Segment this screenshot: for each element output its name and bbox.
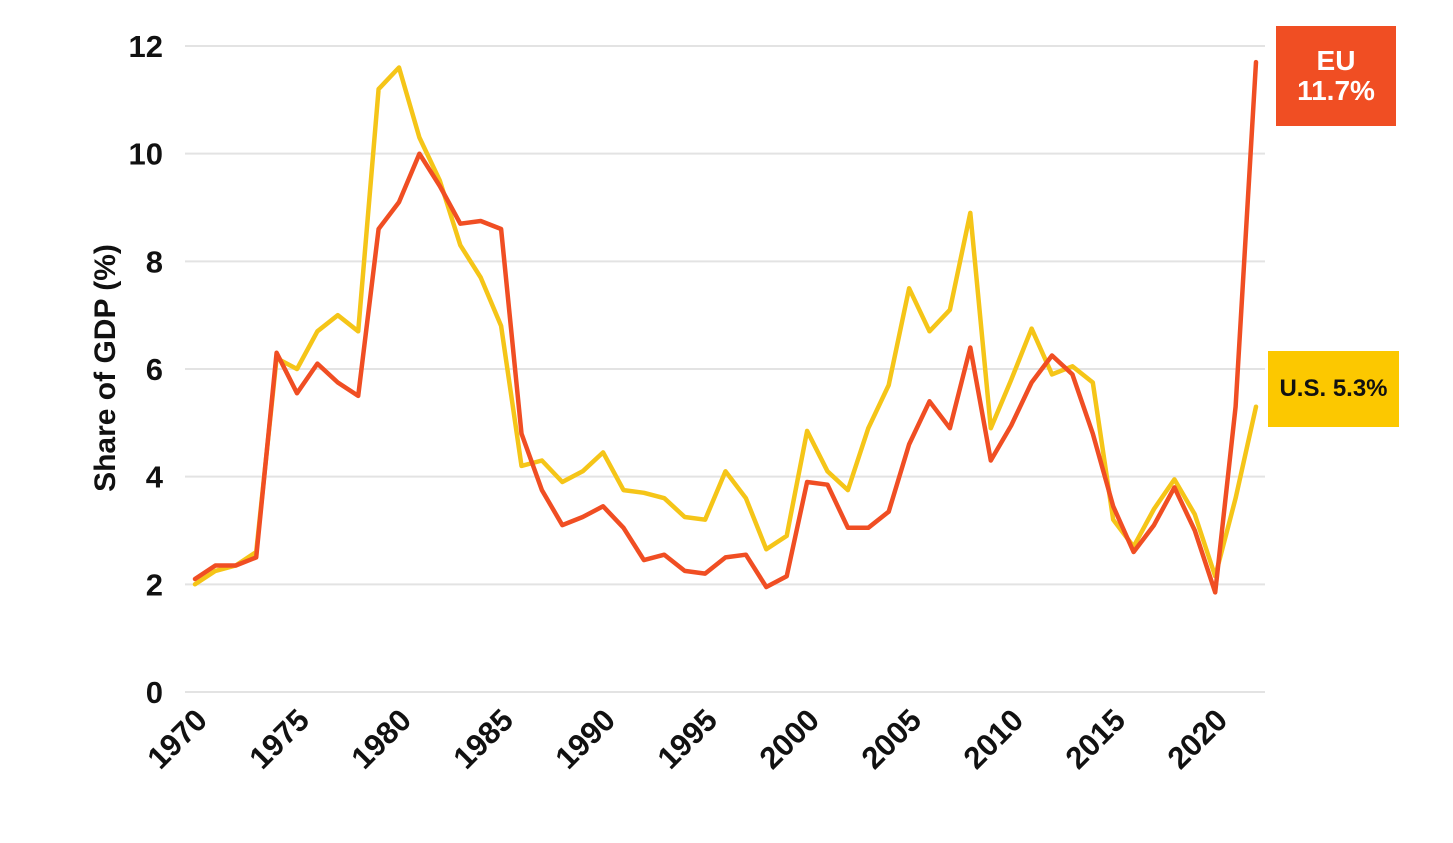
eu-label-value: 11.7% [1297, 75, 1375, 106]
x-tick-label: 2010 [957, 702, 1031, 776]
eu-label-name: EU [1316, 45, 1356, 76]
y-tick-label: 2 [146, 567, 163, 602]
us-end-label: U.S. 5.3% [1268, 351, 1399, 427]
y-axis-ticks: 0 2 4 6 8 10 12 [129, 29, 164, 710]
eu-series-line [192, 59, 1259, 595]
eu-end-label: EU 11.7% [1276, 26, 1396, 126]
x-axis-ticks: 1970 1975 1980 1985 1990 1995 2000 2005 2010 2015… [140, 702, 1234, 776]
gridlines [185, 45, 1265, 693]
x-tick-label: 1995 [651, 702, 725, 776]
x-tick-label: 2005 [855, 702, 929, 776]
y-tick-label: 12 [129, 29, 163, 64]
x-tick-label: 1980 [344, 702, 418, 776]
x-tick-label: 1990 [549, 702, 623, 776]
y-tick-label: 0 [146, 675, 163, 710]
x-tick-label: 1970 [140, 702, 214, 776]
y-axis-label: Share of GDP (%) [89, 244, 122, 492]
y-tick-label: 4 [146, 460, 164, 495]
x-tick-label: 2015 [1059, 702, 1133, 776]
y-tick-label: 10 [129, 137, 163, 172]
x-tick-label: 2020 [1161, 702, 1235, 776]
y-tick-label: 6 [146, 352, 163, 387]
y-tick-label: 8 [146, 244, 163, 279]
x-tick-label: 1985 [446, 702, 520, 776]
series-lines [192, 59, 1259, 595]
us-series-line [192, 65, 1259, 587]
x-tick-label: 1975 [242, 702, 316, 776]
x-tick-label: 2000 [753, 702, 827, 776]
us-label-text: U.S. 5.3% [1279, 375, 1388, 402]
